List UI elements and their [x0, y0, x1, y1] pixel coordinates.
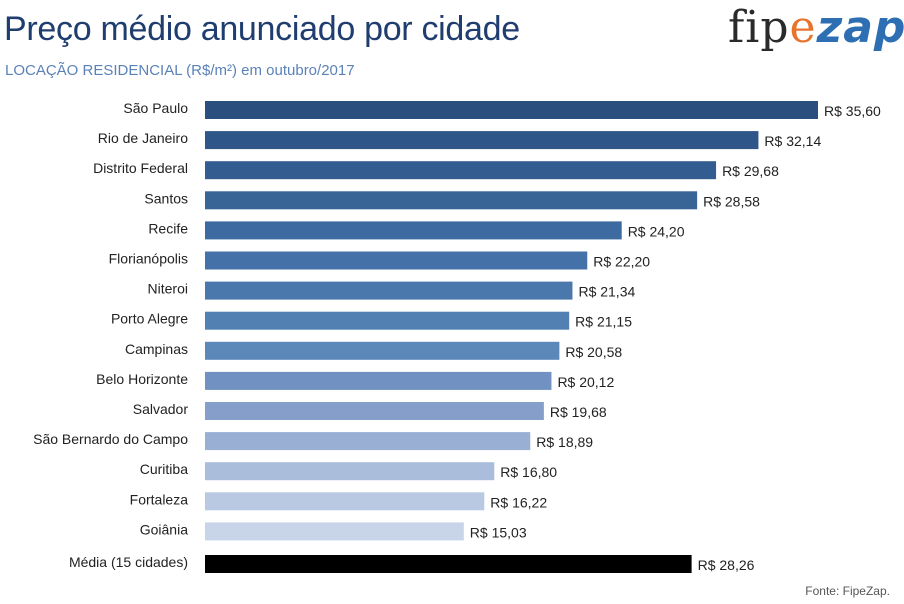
category-label: Curitiba — [140, 461, 188, 477]
fipezap-logo: fipezap — [728, 2, 904, 53]
bar — [205, 101, 818, 119]
value-label: R$ 35,60 — [824, 103, 881, 119]
value-label: R$ 18,89 — [536, 434, 593, 450]
value-label: R$ 24,20 — [628, 223, 685, 239]
bar — [205, 462, 495, 481]
category-label: Campinas — [125, 341, 188, 357]
bar — [205, 191, 698, 210]
value-label: R$ 21,34 — [578, 284, 635, 300]
bar — [205, 251, 588, 270]
category-label: Salvador — [133, 401, 189, 417]
value-label: R$ 19,68 — [550, 404, 607, 420]
value-label: R$ 22,20 — [593, 254, 650, 270]
logo-part-zap: zap — [816, 2, 904, 53]
bar — [205, 522, 464, 541]
value-label: R$ 32,14 — [764, 133, 821, 149]
value-label: R$ 15,03 — [470, 524, 527, 540]
bar — [205, 432, 531, 451]
bar — [205, 341, 560, 360]
bar — [205, 492, 485, 511]
source-note: Fonte: FipeZap. — [805, 584, 890, 598]
category-label: Fortaleza — [130, 491, 189, 507]
category-label: Goiânia — [140, 521, 188, 537]
chart-title: Preço médio anunciado por cidade — [4, 10, 520, 48]
bar — [205, 161, 717, 180]
value-label: R$ 29,68 — [722, 163, 779, 179]
bar — [205, 281, 573, 300]
chart-subtitle: LOCAÇÃO RESIDENCIAL (R$/m²) em outubro/2… — [5, 62, 355, 79]
category-label: São Paulo — [123, 100, 188, 116]
bar — [205, 402, 544, 420]
bar — [205, 131, 759, 150]
category-label: Distrito Federal — [93, 160, 188, 176]
bar — [205, 311, 570, 330]
category-label: Porto Alegre — [111, 311, 188, 327]
category-label: Média (15 cidades) — [69, 554, 188, 570]
value-label: R$ 21,15 — [575, 314, 632, 330]
value-label: R$ 16,80 — [500, 464, 557, 480]
category-label: Belo Horizonte — [96, 371, 188, 387]
value-label: R$ 28,58 — [703, 193, 760, 209]
category-label: Recife — [148, 220, 188, 236]
category-label: Santos — [144, 190, 188, 206]
category-label: Rio de Janeiro — [98, 130, 188, 146]
logo-part-e: e — [789, 2, 817, 53]
value-label: R$ 28,26 — [698, 557, 755, 573]
bar — [205, 555, 692, 573]
logo-part-fip: fip — [728, 2, 790, 53]
bar — [205, 371, 552, 390]
value-label: R$ 16,22 — [490, 494, 547, 510]
bar — [205, 221, 622, 240]
category-label: Niteroi — [148, 281, 188, 297]
category-label: São Bernardo do Campo — [33, 431, 188, 447]
value-label: R$ 20,12 — [557, 374, 614, 390]
value-label: R$ 20,58 — [565, 344, 622, 360]
category-label: Florianópolis — [109, 251, 188, 267]
